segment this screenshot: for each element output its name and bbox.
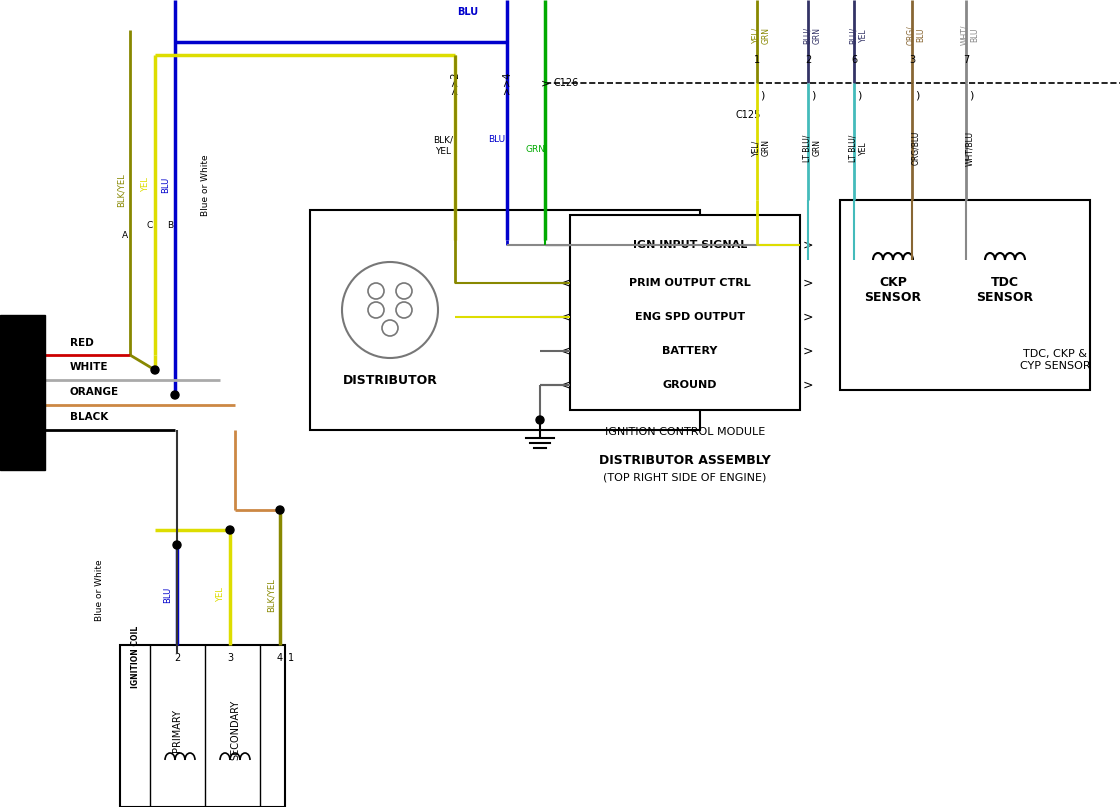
Text: C: C	[147, 220, 153, 229]
Text: DISTRIBUTOR: DISTRIBUTOR	[343, 374, 438, 387]
Circle shape	[368, 283, 384, 299]
Text: LT BLU/
YEL: LT BLU/ YEL	[848, 134, 868, 161]
Text: ): )	[915, 90, 920, 100]
Circle shape	[368, 302, 384, 318]
Text: WHT/BLU: WHT/BLU	[965, 131, 974, 165]
Text: SECONDARY: SECONDARY	[230, 700, 240, 760]
Text: ): )	[760, 90, 764, 100]
Text: IGNITION COIL: IGNITION COIL	[131, 626, 140, 688]
Text: BLACK: BLACK	[69, 412, 109, 422]
Text: BATTERY: BATTERY	[662, 346, 718, 356]
Text: >: >	[803, 239, 813, 252]
Text: >: >	[803, 378, 813, 391]
Text: YEL/
GRN: YEL/ GRN	[752, 140, 771, 157]
Text: ORG/BLU: ORG/BLU	[912, 131, 921, 165]
Bar	[120, 645, 284, 807]
Text: YEL: YEL	[141, 178, 150, 192]
Text: BLU: BLU	[457, 7, 478, 17]
Text: A: A	[122, 231, 128, 240]
Text: BLU/
YEL: BLU/ YEL	[848, 27, 868, 44]
Text: IGNITION CONTROL MODULE: IGNITION CONTROL MODULE	[605, 427, 765, 437]
Text: RED: RED	[69, 338, 94, 348]
Text: DISTRIBUTOR ASSEMBLY: DISTRIBUTOR ASSEMBLY	[599, 454, 771, 466]
Text: CKP
SENSOR: CKP SENSOR	[865, 276, 922, 304]
Text: ENG SPD OUTPUT: ENG SPD OUTPUT	[635, 312, 745, 322]
Text: 2: 2	[805, 55, 811, 65]
Text: >>4: >>4	[502, 72, 512, 94]
Text: WHITE: WHITE	[69, 362, 109, 372]
Text: YEL/
GRN: YEL/ GRN	[752, 27, 771, 44]
Text: GRN: GRN	[525, 145, 545, 154]
Text: ORG/
BLU: ORG/ BLU	[906, 25, 926, 45]
Text: <: <	[560, 311, 570, 324]
Text: WHT/
BLU: WHT/ BLU	[960, 25, 980, 45]
Text: <: <	[560, 378, 570, 391]
Text: BLK/: BLK/	[433, 136, 452, 144]
Text: 4: 4	[277, 653, 283, 663]
Text: 2: 2	[174, 653, 180, 663]
Circle shape	[396, 302, 412, 318]
Text: BLU: BLU	[164, 587, 172, 603]
Circle shape	[151, 366, 159, 374]
Circle shape	[342, 262, 438, 358]
Text: BLK/YEL: BLK/YEL	[116, 174, 125, 207]
Text: BLU: BLU	[488, 136, 505, 144]
Circle shape	[382, 320, 398, 336]
Text: BLU/
GRN: BLU/ GRN	[802, 27, 822, 44]
Bar	[570, 215, 800, 410]
Text: >: >	[803, 277, 813, 290]
Text: 7: 7	[963, 55, 969, 65]
Circle shape	[171, 391, 179, 399]
Text: PRIM OUTPUT CTRL: PRIM OUTPUT CTRL	[629, 278, 750, 288]
Text: TDC
SENSOR: TDC SENSOR	[977, 276, 1034, 304]
Circle shape	[172, 541, 181, 549]
Text: ): )	[969, 90, 973, 100]
Text: >: >	[540, 78, 550, 88]
Text: >>2: >>2	[450, 72, 460, 94]
Bar	[310, 210, 700, 430]
Text: Blue or White: Blue or White	[200, 154, 209, 215]
Text: >: >	[803, 345, 813, 358]
Text: BLU: BLU	[161, 177, 170, 193]
Text: 1: 1	[288, 653, 295, 663]
Text: TDC, CKP &
CYP SENSOR: TDC, CKP & CYP SENSOR	[1019, 349, 1090, 370]
Text: ORANGE: ORANGE	[69, 387, 119, 397]
Text: IGN INPUT SIGNAL: IGN INPUT SIGNAL	[633, 240, 747, 250]
Circle shape	[276, 506, 284, 514]
Text: <: <	[560, 345, 570, 358]
Text: PRIMARY: PRIMARY	[172, 709, 181, 751]
Text: ): )	[857, 90, 861, 100]
Text: YEL: YEL	[435, 148, 451, 157]
Text: 1: 1	[754, 55, 760, 65]
Text: BLK/YEL: BLK/YEL	[267, 578, 276, 612]
Circle shape	[226, 526, 234, 534]
Text: LT BLU/
GRN: LT BLU/ GRN	[802, 134, 822, 161]
Text: ): )	[811, 90, 815, 100]
Bar	[840, 200, 1090, 390]
Circle shape	[396, 283, 412, 299]
Text: C126: C126	[553, 78, 578, 88]
Text: YEL: YEL	[216, 587, 225, 603]
Text: GROUND: GROUND	[663, 380, 717, 390]
Text: B: B	[167, 220, 172, 229]
Text: (TOP RIGHT SIDE OF ENGINE): (TOP RIGHT SIDE OF ENGINE)	[604, 473, 767, 483]
Text: C125: C125	[735, 110, 760, 120]
Text: 6: 6	[851, 55, 857, 65]
Text: Blue or White: Blue or White	[95, 559, 104, 621]
Text: 3: 3	[227, 653, 233, 663]
Text: >: >	[803, 311, 813, 324]
Text: <: <	[560, 277, 570, 290]
Bar	[0, 315, 45, 470]
Text: 3: 3	[909, 55, 915, 65]
Circle shape	[536, 416, 544, 424]
